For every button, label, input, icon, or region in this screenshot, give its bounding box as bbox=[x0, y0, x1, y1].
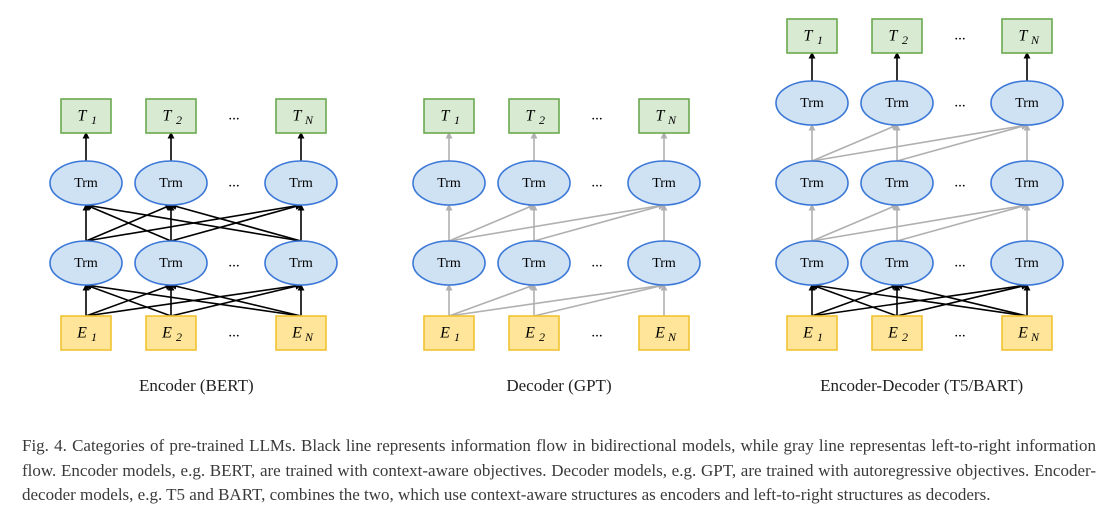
svg-text:Trm: Trm bbox=[437, 176, 461, 191]
svg-text:Trm: Trm bbox=[652, 176, 676, 191]
svg-text:1: 1 bbox=[817, 33, 823, 47]
panel-encoder: T1T2TN...TrmTrmTrm...TrmTrmTrm...E1E2EN.… bbox=[26, 88, 366, 396]
svg-text:...: ... bbox=[591, 324, 602, 340]
svg-text:T: T bbox=[293, 108, 303, 125]
svg-text:...: ... bbox=[954, 27, 965, 43]
panel-title-encdec: Encoder-Decoder (T5/BART) bbox=[820, 376, 1023, 396]
svg-text:Trm: Trm bbox=[1015, 96, 1039, 111]
svg-text:...: ... bbox=[591, 174, 602, 190]
svg-text:1: 1 bbox=[454, 113, 460, 127]
svg-text:E: E bbox=[291, 325, 302, 342]
svg-text:Trm: Trm bbox=[437, 256, 461, 271]
svg-text:N: N bbox=[304, 330, 314, 344]
svg-text:T: T bbox=[163, 108, 173, 125]
svg-text:Trm: Trm bbox=[290, 256, 314, 271]
svg-text:Trm: Trm bbox=[290, 176, 314, 191]
svg-text:Trm: Trm bbox=[1015, 256, 1039, 271]
svg-text:E: E bbox=[76, 325, 87, 342]
svg-text:Trm: Trm bbox=[75, 256, 99, 271]
svg-text:Trm: Trm bbox=[800, 96, 824, 111]
svg-text:N: N bbox=[1030, 33, 1040, 47]
panel-svg-decoder: T1T2TN...TrmTrmTrm...TrmTrmTrm...E1E2EN.… bbox=[389, 88, 729, 368]
svg-text:...: ... bbox=[229, 174, 240, 190]
svg-text:Trm: Trm bbox=[652, 256, 676, 271]
svg-text:E: E bbox=[654, 325, 665, 342]
svg-text:E: E bbox=[802, 325, 813, 342]
svg-text:Trm: Trm bbox=[1015, 176, 1039, 191]
svg-text:2: 2 bbox=[902, 33, 908, 47]
svg-text:N: N bbox=[667, 113, 677, 127]
svg-text:Trm: Trm bbox=[800, 176, 824, 191]
caption-prefix: Fig. 4. bbox=[22, 436, 67, 455]
caption-body: Categories of pre-trained LLMs. Black li… bbox=[22, 436, 1096, 504]
svg-text:2: 2 bbox=[176, 330, 182, 344]
svg-text:E: E bbox=[1017, 325, 1028, 342]
svg-text:Trm: Trm bbox=[885, 256, 909, 271]
svg-text:Trm: Trm bbox=[522, 256, 546, 271]
svg-text:...: ... bbox=[954, 94, 965, 110]
panel-title-encoder: Encoder (BERT) bbox=[139, 376, 254, 396]
svg-text:T: T bbox=[656, 108, 666, 125]
svg-text:1: 1 bbox=[454, 330, 460, 344]
svg-text:N: N bbox=[1030, 330, 1040, 344]
panel-decoder: T1T2TN...TrmTrmTrm...TrmTrmTrm...E1E2EN.… bbox=[389, 88, 729, 396]
svg-text:N: N bbox=[304, 113, 314, 127]
svg-text:1: 1 bbox=[817, 330, 823, 344]
svg-text:...: ... bbox=[591, 107, 602, 123]
svg-text:2: 2 bbox=[176, 113, 182, 127]
svg-text:T: T bbox=[888, 28, 898, 45]
panel-title-decoder: Decoder (GPT) bbox=[506, 376, 611, 396]
svg-text:2: 2 bbox=[539, 330, 545, 344]
svg-text:...: ... bbox=[229, 107, 240, 123]
svg-text:E: E bbox=[161, 325, 172, 342]
svg-text:1: 1 bbox=[91, 330, 97, 344]
svg-text:Trm: Trm bbox=[160, 176, 184, 191]
svg-text:Trm: Trm bbox=[885, 176, 909, 191]
svg-text:Trm: Trm bbox=[885, 96, 909, 111]
svg-text:E: E bbox=[524, 325, 535, 342]
figure-caption: Fig. 4. Categories of pre-trained LLMs. … bbox=[20, 434, 1098, 508]
svg-text:...: ... bbox=[954, 254, 965, 270]
svg-text:Trm: Trm bbox=[800, 256, 824, 271]
svg-text:Trm: Trm bbox=[522, 176, 546, 191]
svg-text:T: T bbox=[78, 108, 88, 125]
panel-encdec: T1T2TN...TrmTrmTrm...TrmTrmTrm...TrmTrmT… bbox=[752, 8, 1092, 396]
svg-text:1: 1 bbox=[91, 113, 97, 127]
diagram-row: T1T2TN...TrmTrmTrm...TrmTrmTrm...E1E2EN.… bbox=[20, 8, 1098, 396]
svg-text:...: ... bbox=[229, 254, 240, 270]
svg-text:...: ... bbox=[954, 324, 965, 340]
svg-text:N: N bbox=[667, 330, 677, 344]
panel-svg-encdec: T1T2TN...TrmTrmTrm...TrmTrmTrm...TrmTrmT… bbox=[752, 8, 1092, 368]
svg-text:T: T bbox=[526, 108, 536, 125]
svg-text:...: ... bbox=[229, 324, 240, 340]
svg-text:...: ... bbox=[591, 254, 602, 270]
svg-text:T: T bbox=[441, 108, 451, 125]
svg-text:E: E bbox=[439, 325, 450, 342]
svg-text:T: T bbox=[803, 28, 813, 45]
svg-text:Trm: Trm bbox=[160, 256, 184, 271]
svg-text:E: E bbox=[887, 325, 898, 342]
svg-text:2: 2 bbox=[539, 113, 545, 127]
svg-text:Trm: Trm bbox=[75, 176, 99, 191]
panel-svg-encoder: T1T2TN...TrmTrmTrm...TrmTrmTrm...E1E2EN.… bbox=[26, 88, 366, 368]
svg-text:2: 2 bbox=[902, 330, 908, 344]
svg-text:...: ... bbox=[954, 174, 965, 190]
svg-text:T: T bbox=[1018, 28, 1028, 45]
